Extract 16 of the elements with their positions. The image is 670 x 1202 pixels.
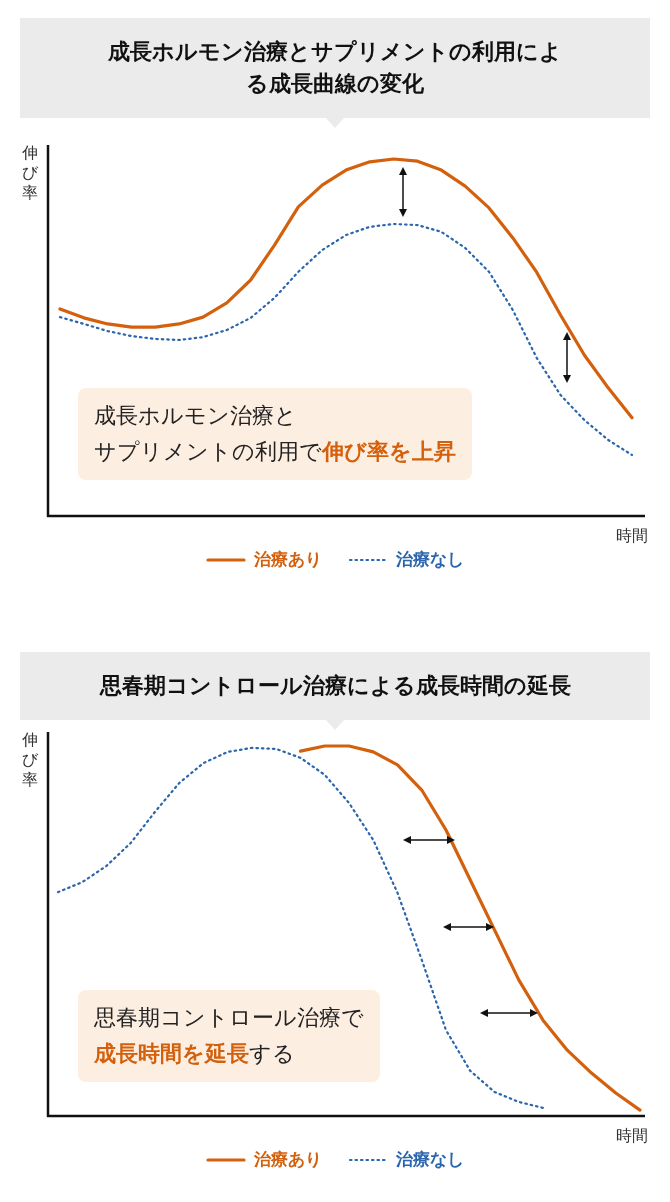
- legend-label: 治療なし: [396, 1148, 464, 1171]
- annotation: する: [249, 1041, 295, 1066]
- x-axis-title: 時間: [616, 526, 648, 547]
- annotation: 成長時間を延長: [94, 1041, 249, 1066]
- annotation: 成長ホルモン治療と: [94, 403, 297, 428]
- annotation: サプリメントの利用で: [94, 439, 322, 464]
- chart-title: 思春期コントロール治療による成長時間の延長: [99, 672, 571, 700]
- legend-label: 治療なし: [396, 548, 464, 571]
- annotation: 伸び率を上昇: [322, 439, 456, 464]
- annotation: 思春期コントロール治療で: [94, 1005, 364, 1030]
- legend-label: 治療あり: [254, 1148, 322, 1171]
- x-axis-title: 時間: [616, 1126, 648, 1147]
- y-axis-title: 伸び率: [22, 730, 39, 790]
- y-axis-title: 伸び率: [22, 143, 39, 203]
- legend-label: 治療あり: [254, 548, 322, 571]
- chart-title: 成長ホルモン治療とサプリメントの利用による成長曲線の変化: [107, 38, 563, 98]
